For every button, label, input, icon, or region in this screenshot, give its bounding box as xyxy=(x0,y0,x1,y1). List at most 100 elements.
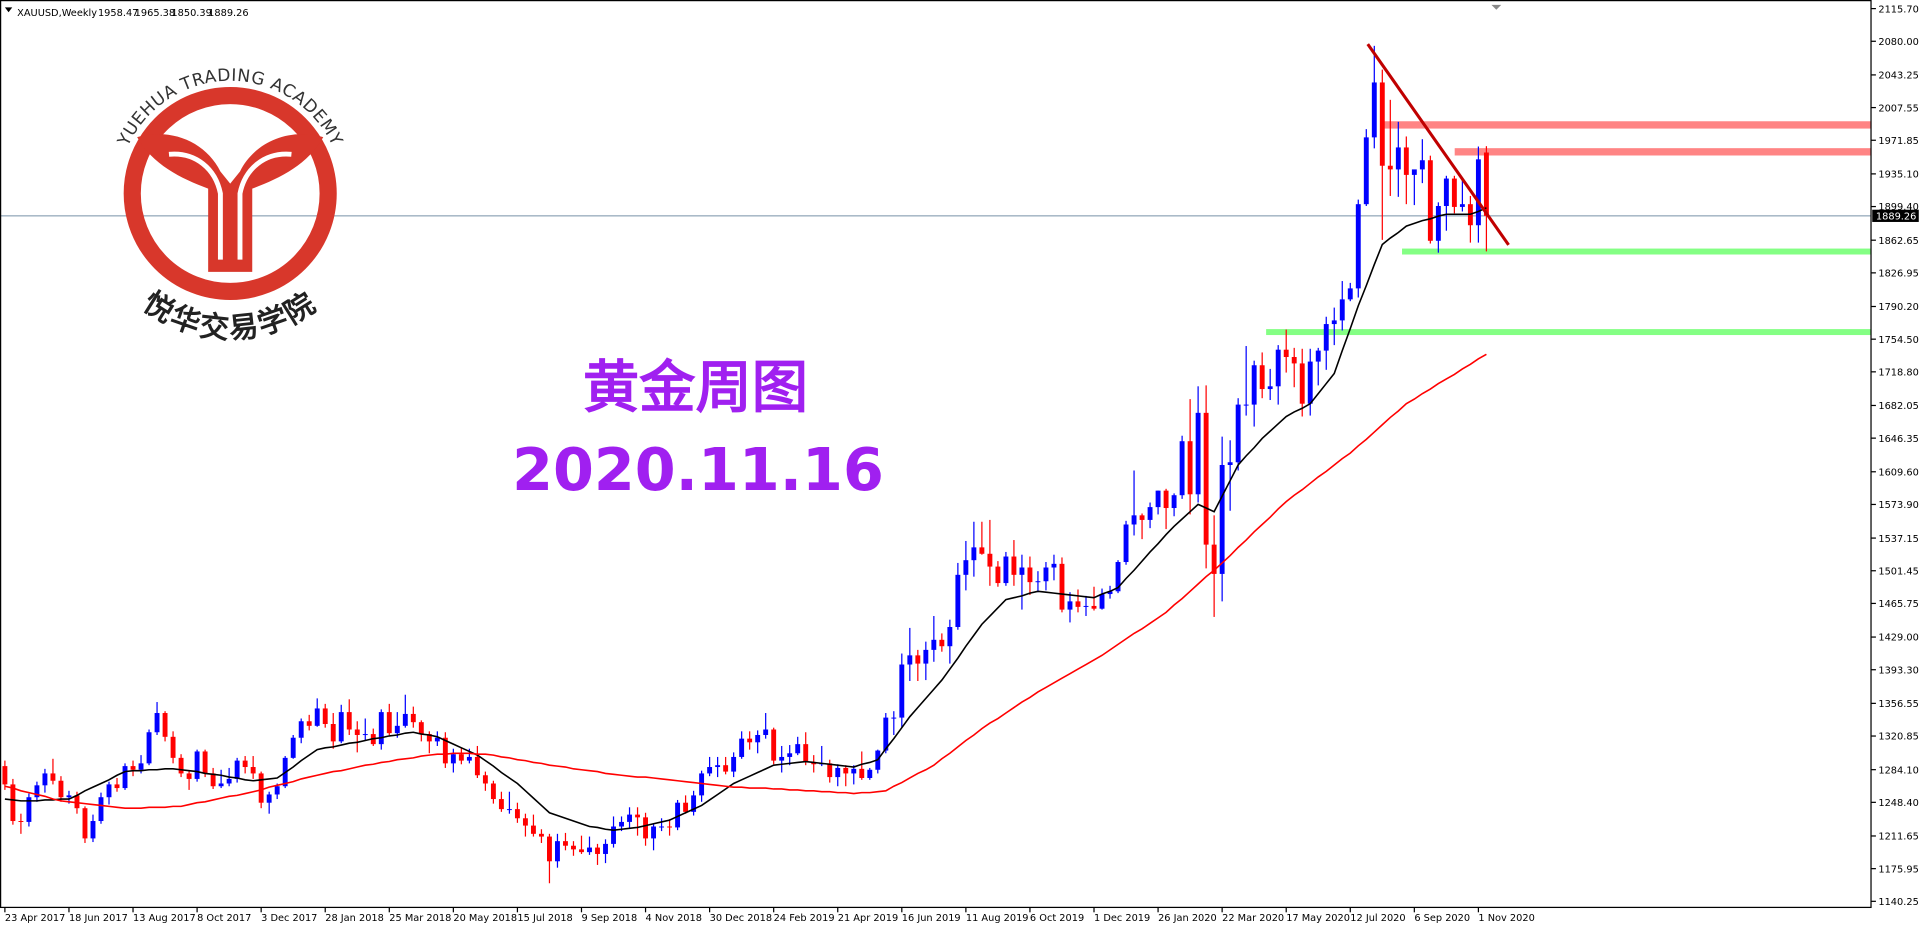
candle-body xyxy=(474,756,480,776)
x-tick-label: 4 Nov 2018 xyxy=(646,913,702,924)
candle-body xyxy=(138,763,144,770)
candle-body xyxy=(1187,441,1193,495)
candle-body xyxy=(258,773,264,803)
candle-body xyxy=(995,566,1001,584)
ohlc-close: 1889.26 xyxy=(208,8,248,19)
candle-body xyxy=(603,843,608,854)
candle-body xyxy=(1291,357,1297,364)
price-zone xyxy=(1381,121,1872,129)
candle-body xyxy=(234,760,240,779)
candle-body xyxy=(627,814,632,822)
candle-body xyxy=(1195,412,1201,495)
candle-body xyxy=(611,826,616,844)
candle-body xyxy=(458,754,464,761)
candle-body xyxy=(322,708,328,725)
y-tick-label: 1211.65 xyxy=(1878,832,1918,843)
candle-body xyxy=(1003,556,1009,584)
candle-body xyxy=(907,655,913,665)
candle-body xyxy=(1147,507,1153,520)
candle-body xyxy=(1155,490,1161,508)
candle-body xyxy=(787,753,793,757)
y-tick-label: 1826.95 xyxy=(1878,269,1918,280)
candle-body xyxy=(26,797,32,822)
candle-body xyxy=(1379,82,1385,166)
candle-body xyxy=(266,794,272,803)
candle-body xyxy=(170,736,176,758)
candle-body xyxy=(1307,361,1313,404)
candle-body xyxy=(1323,324,1329,351)
candle-body xyxy=(1235,404,1241,463)
candle-body xyxy=(1219,465,1225,574)
candle-body xyxy=(1075,601,1081,607)
candle-body xyxy=(1051,563,1057,568)
x-tick-label: 3 Dec 2017 xyxy=(261,913,317,924)
candle-body xyxy=(1371,82,1377,138)
candle-body xyxy=(290,737,296,758)
y-tick-label: 1248.40 xyxy=(1878,798,1918,809)
y-tick-label: 1140.25 xyxy=(1878,897,1918,908)
plot-border xyxy=(0,0,1872,909)
y-tick-label: 1899.40 xyxy=(1878,202,1918,213)
candle-body xyxy=(490,783,496,800)
candle-body xyxy=(74,795,80,809)
x-tick-label: 12 Jul 2020 xyxy=(1350,913,1405,924)
candle-body xyxy=(210,773,216,787)
y-tick-label: 1284.10 xyxy=(1878,765,1918,776)
candle-body xyxy=(298,721,304,738)
x-tick-label: 26 Jan 2020 xyxy=(1158,913,1217,924)
current-price-box xyxy=(1872,209,1919,222)
candle-body xyxy=(979,547,985,554)
candle-body xyxy=(274,786,280,795)
candle-body xyxy=(683,802,689,812)
y-tick-label: 1175.95 xyxy=(1878,864,1918,875)
x-tick-label: 21 Apr 2019 xyxy=(838,913,898,924)
candle-body xyxy=(1059,563,1065,610)
price-zone xyxy=(1454,148,1872,156)
candle-body xyxy=(1091,605,1097,609)
candle-body xyxy=(843,767,849,774)
price-zone xyxy=(1266,329,1872,336)
x-tick-label: 1 Dec 2019 xyxy=(1094,913,1150,924)
candle-body xyxy=(450,754,456,764)
shift-marker xyxy=(1491,4,1502,10)
candle-body xyxy=(1139,515,1145,520)
y-tick-label: 1682.05 xyxy=(1878,401,1918,412)
candle-body xyxy=(1011,556,1017,575)
candle-body xyxy=(779,756,785,761)
candle-body xyxy=(1043,567,1049,582)
y-tick-label: 2043.25 xyxy=(1878,71,1918,82)
title: 黄金周图 xyxy=(583,355,808,421)
candle-body xyxy=(1099,594,1105,609)
candle-body xyxy=(130,766,136,770)
candle-body xyxy=(194,751,200,779)
candle-body xyxy=(306,721,312,726)
candle-body xyxy=(162,713,168,737)
logo-emblem xyxy=(137,134,324,272)
candle-body xyxy=(522,818,528,826)
candle-body xyxy=(971,547,977,561)
y-tick-label: 1501.45 xyxy=(1878,566,1918,577)
candle-body xyxy=(835,767,841,778)
candle-body xyxy=(595,847,600,854)
candle-body xyxy=(34,785,40,798)
candle-body xyxy=(122,766,128,789)
candle-body xyxy=(386,712,392,734)
candle-body xyxy=(883,717,889,751)
candle-body xyxy=(1115,562,1121,592)
candle-body xyxy=(1243,404,1249,406)
candle-body xyxy=(1331,320,1337,325)
candle-body xyxy=(635,814,640,818)
x-tick-label: 13 Aug 2017 xyxy=(133,913,196,924)
candle-body xyxy=(851,768,857,774)
candle-body xyxy=(186,773,192,779)
candle-body xyxy=(619,821,624,827)
candle-body xyxy=(563,841,568,846)
candle-body xyxy=(1483,152,1489,216)
x-tick-label: 24 Feb 2019 xyxy=(774,913,835,924)
candle-body xyxy=(947,626,953,647)
candle-body xyxy=(426,734,432,742)
menu-triangle[interactable] xyxy=(4,7,13,13)
candle-body xyxy=(1403,147,1409,175)
x-tick-label: 15 Jul 2018 xyxy=(517,913,572,924)
candle-body xyxy=(1067,601,1073,610)
